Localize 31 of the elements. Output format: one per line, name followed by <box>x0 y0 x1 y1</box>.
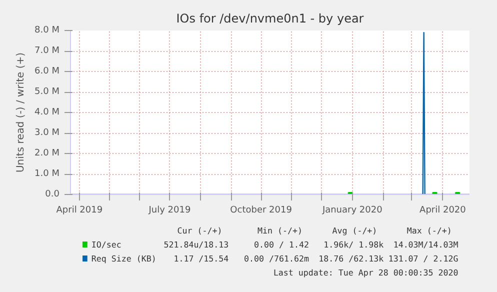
text: 521.84u/18.13 <box>164 240 229 250</box>
text: 0.00 / 1.42 <box>254 240 309 250</box>
y-tick-label: 7.0 M <box>34 46 60 56</box>
chart-title: IOs for /dev/nvme0n1 - by year <box>176 12 364 26</box>
y-tick-label: 5.0 M <box>34 87 60 97</box>
text: 18.76 /62.13k <box>318 254 384 264</box>
y-tick-label: 0.0 <box>45 190 60 200</box>
y-tick-label: 4.0 M <box>34 108 60 118</box>
text: 131.07 / 2.12G <box>388 254 458 264</box>
text: Max (-/+) <box>406 226 452 236</box>
y-tick-label: 8.0 M <box>34 26 60 36</box>
text: Avg (-/+) <box>332 226 378 236</box>
x-tick-label: January 2020 <box>321 206 383 216</box>
text: 14.03M/14.03M <box>393 240 458 250</box>
x-tick-label: April 2020 <box>420 206 466 216</box>
legend-label: IO/sec <box>91 240 122 250</box>
y-tick-label: 6.0 M <box>34 66 60 76</box>
x-tick-label: October 2019 <box>230 206 292 216</box>
text: 1.17 /15.54 <box>174 254 229 264</box>
y-tick-label: 3.0 M <box>34 128 60 138</box>
legend-label: Req Size (KB) <box>91 254 156 264</box>
text: 0.00 /761.62m <box>244 254 309 264</box>
y-axis-title: Units read (-) / write (+) <box>16 52 27 173</box>
text: Cur (-/+) <box>177 226 222 236</box>
text: 1.96k/ 1.98k <box>324 240 384 250</box>
text: Last update: Tue Apr 28 00:00:35 2020 <box>273 268 458 278</box>
x-tick-label: July 2019 <box>148 206 192 216</box>
text: Min (-/+) <box>258 226 303 236</box>
x-tick-label: April 2019 <box>56 206 103 216</box>
y-tick-label: 2.0 M <box>34 148 60 158</box>
y-tick-label: 1.0 M <box>34 169 60 179</box>
